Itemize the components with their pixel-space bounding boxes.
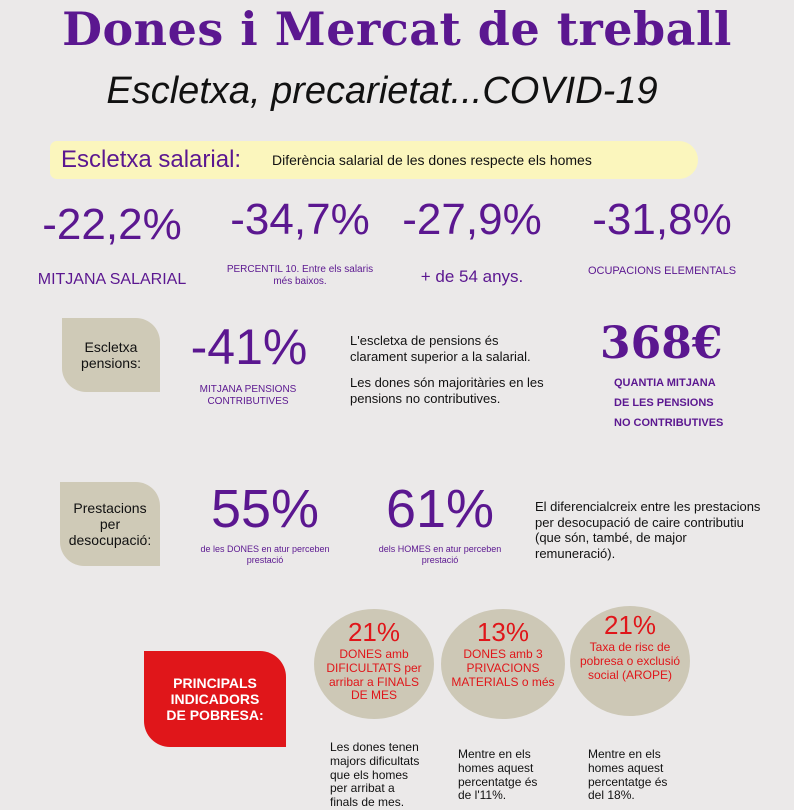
poverty-indicator-value: 21% [603,610,657,640]
unemployment-women-caption: de les DONES en atur perceben prestació [200,544,330,565]
salary-stat-caption: MITJANA SALARIAL [37,271,187,288]
poverty-indicator-text: Taxa de risc de pobresa o exclusió socia… [579,640,681,682]
salary-stat-value: -22,2% [42,200,182,249]
pensions-value: -41% [190,319,308,375]
poverty-indicator-circle: 13% DONES amb 3 PRIVACIONS MATERIALS o m… [441,609,565,719]
poverty-indicator-note: Mentre en els homes aquest percentatge é… [458,747,538,803]
salary-gap-description: Diferència salarial de les dones respect… [272,152,592,168]
pension-amount-caption-line: QUANTIA MITJANA [614,377,716,389]
salary-stat-caption: + de 54 anys. [420,267,524,286]
poverty-indicator-value: 13% [476,617,530,647]
pensions-label: Escletxa pensions: [62,318,160,392]
poverty-label-text: PRINCIPALS INDICADORS DE POBRESA: [166,674,264,724]
page-subtitle: Escletxa, precarietat...COVID-19 [106,70,658,112]
poverty-indicator-circle: 21% DONES amb DIFICULTATS per arribar a … [314,609,434,719]
pension-amount-caption-line: NO CONTRIBUTIVES [614,417,724,429]
poverty-indicator-circle: 21% Taxa de risc de pobresa o exclusió s… [570,606,690,716]
unemployment-label-text: Prestacions per desocupació: [68,499,152,549]
salary-stat-caption: OCUPACIONS ELEMENTALS [587,265,737,277]
poverty-indicator-note: Mentre en els homes aquest percentatge é… [588,747,668,803]
pension-amount-caption-line: DE LES PENSIONS [614,397,714,409]
salary-stat-caption: PERCENTIL 10. Entre els salaris més baix… [226,264,374,287]
page-title: Dones i Mercat de treball [62,2,732,56]
pensions-label-text: Escletxa pensions: [81,338,141,371]
pensions-text-2: Les dones són majoritàries en les pensio… [350,375,544,406]
poverty-indicator-text: DONES amb 3 PRIVACIONS MATERIALS o més [451,647,555,689]
unemployment-text: El diferencialcreix entre les prestacion… [535,499,761,561]
poverty-indicator-text: DONES amb DIFICULTATS per arribar a FINA… [326,647,422,703]
pensions-text-1: L'escletxa de pensions és clarament supe… [350,333,531,364]
salary-gap-label: Escletxa salarial: [61,146,242,173]
salary-stat-value: -34,7% [230,195,370,244]
unemployment-men-value: 61% [385,479,495,539]
unemployment-men-caption: dels HOMES en atur perceben prestació [378,544,502,565]
poverty-indicator-value: 21% [347,617,401,647]
salary-gap-highlight [50,141,698,179]
pension-amount: 368€ [600,318,723,369]
salary-stat-value: -31,8% [592,195,732,244]
pension-amount-caption: QUANTIA MITJANA DE LES PENSIONS NO CONTR… [614,373,723,433]
pensions-caption: MITJANA PENSIONS CONTRIBUTIVES [199,384,297,407]
poverty-indicator-note: Les dones tenen majors dificultats que e… [330,740,420,810]
salary-stat-value: -27,9% [402,195,542,244]
unemployment-label: Prestacions per desocupació: [60,482,160,566]
unemployment-women-value: 55% [210,479,320,539]
poverty-label: PRINCIPALS INDICADORS DE POBRESA: [144,651,286,747]
